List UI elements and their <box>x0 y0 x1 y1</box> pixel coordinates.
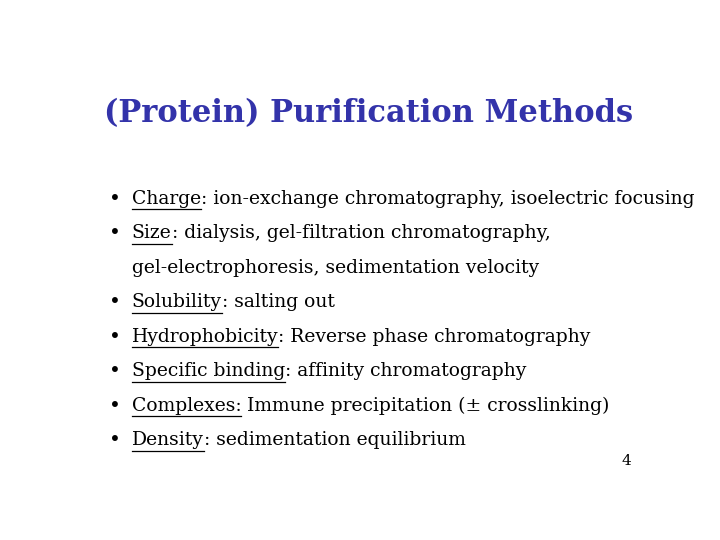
Text: Density: Density <box>132 431 204 449</box>
Text: 4: 4 <box>621 454 631 468</box>
Text: : affinity chromatography: : affinity chromatography <box>285 362 526 380</box>
Text: (Protein) Purification Methods: (Protein) Purification Methods <box>104 98 634 129</box>
Text: •: • <box>109 190 121 208</box>
Text: : salting out: : salting out <box>222 293 335 311</box>
Text: Size: Size <box>132 224 171 242</box>
Text: •: • <box>109 396 121 416</box>
Text: Solubility: Solubility <box>132 293 222 311</box>
Text: •: • <box>109 224 121 243</box>
Text: Immune precipitation (± crosslinking): Immune precipitation (± crosslinking) <box>241 396 610 415</box>
Text: •: • <box>109 362 121 381</box>
Text: : ion-exchange chromatography, isoelectric focusing: : ion-exchange chromatography, isoelectr… <box>201 190 695 207</box>
Text: : sedimentation equilibrium: : sedimentation equilibrium <box>204 431 466 449</box>
Text: •: • <box>109 328 121 347</box>
Text: Specific binding: Specific binding <box>132 362 285 380</box>
Text: •: • <box>109 293 121 312</box>
Text: Complexes:: Complexes: <box>132 396 241 415</box>
Text: : Reverse phase chromatography: : Reverse phase chromatography <box>279 328 591 346</box>
Text: •: • <box>109 431 121 450</box>
Text: gel-electrophoresis, sedimentation velocity: gel-electrophoresis, sedimentation veloc… <box>132 259 539 276</box>
Text: Hydrophobicity: Hydrophobicity <box>132 328 279 346</box>
Text: Charge: Charge <box>132 190 201 207</box>
Text: : dialysis, gel-filtration chromatography,: : dialysis, gel-filtration chromatograph… <box>171 224 550 242</box>
